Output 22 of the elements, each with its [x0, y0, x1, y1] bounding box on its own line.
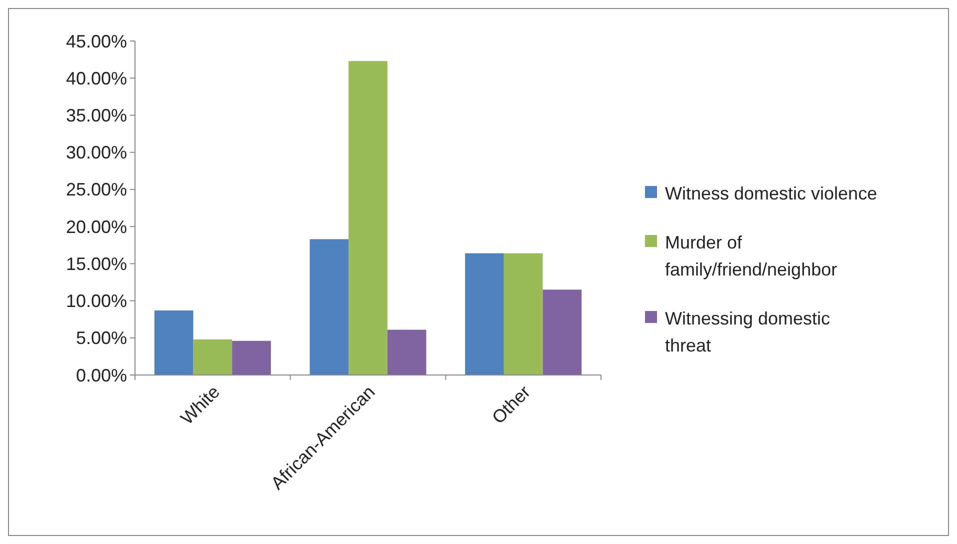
y-tick-label: 35.00%	[66, 106, 127, 126]
bar	[154, 310, 194, 375]
y-tick-label: 40.00%	[66, 68, 127, 88]
y-tick-label: 10.00%	[66, 291, 127, 312]
bar	[232, 340, 271, 375]
y-tick-label: 25.00%	[66, 180, 127, 200]
bar	[542, 290, 582, 375]
y-tick-label: 45.00%	[66, 31, 127, 52]
bar	[465, 253, 504, 375]
legend-label: Murder of family/friend/neighbor	[665, 232, 838, 280]
y-tick-label: 30.00%	[66, 142, 127, 163]
bar	[348, 61, 388, 375]
y-tick-label: 5.00%	[76, 328, 127, 348]
bar	[504, 253, 543, 375]
bar	[387, 330, 426, 375]
y-tick-label: 15.00%	[66, 254, 127, 274]
bar	[310, 239, 349, 375]
bar	[193, 339, 232, 375]
legend-label: Witnessing domestic threat	[665, 308, 830, 356]
legend-label: Witness domestic violence	[665, 183, 878, 204]
y-tick-label: 0.00%	[76, 365, 127, 386]
y-tick-label: 20.00%	[66, 216, 127, 237]
